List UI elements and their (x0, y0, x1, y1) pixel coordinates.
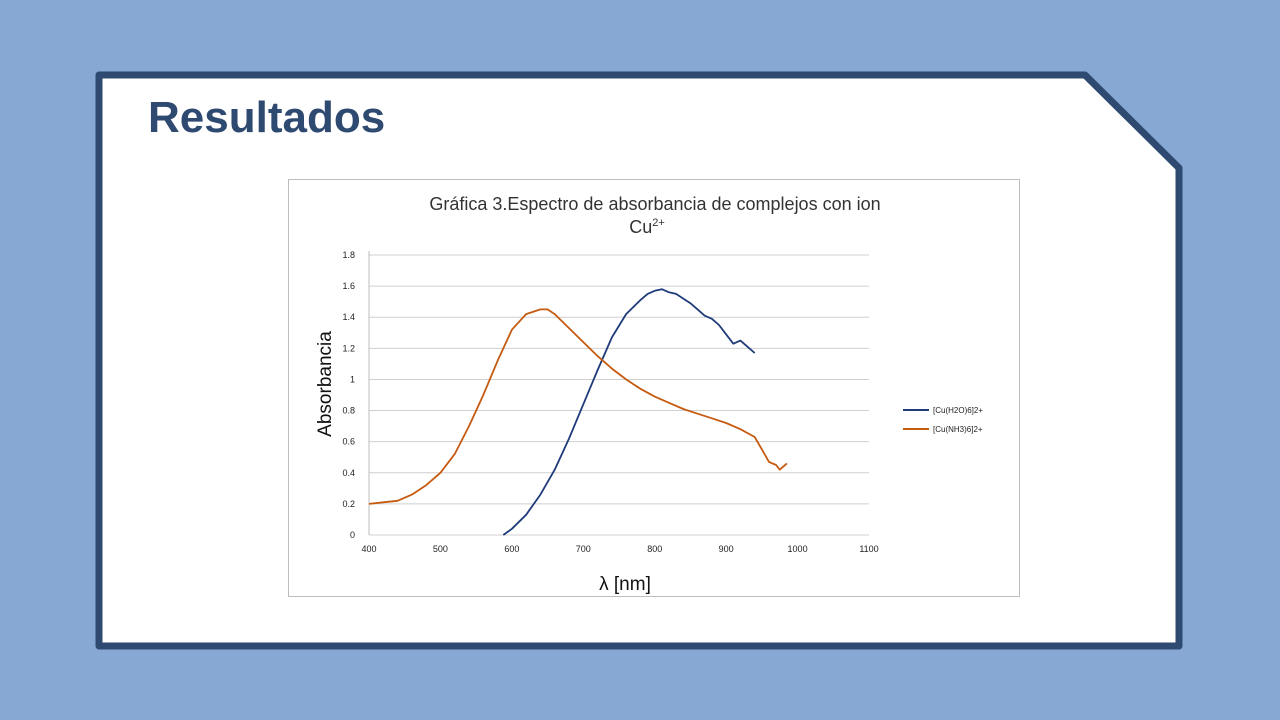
absorbance-chart: Gráfica 3.Espectro de absorbancia de com… (315, 194, 983, 595)
series-line (368, 308, 788, 505)
y-tick-label: 0.6 (342, 437, 355, 447)
chart-title-charge: 2+ (652, 217, 665, 229)
series-line (502, 288, 756, 536)
legend: [Cu(H2O)6]2+ [Cu(NH3)6]2+ (903, 406, 983, 434)
tick-labels: 0 0.2 0.4 0.6 0.8 1 1.2 1.4 1.6 1.8 400 500 600 700 80… (342, 250, 878, 554)
x-tick-label: 1100 (859, 544, 878, 554)
legend-label: [Cu(NH3)6]2+ (933, 425, 983, 434)
x-tick-label: 400 (361, 544, 376, 554)
y-tick-label: 1.8 (342, 250, 355, 260)
y-tick-label: 0.4 (342, 468, 355, 478)
chart-title-line2: Cu2+ (629, 217, 665, 237)
y-tick-label: 1.2 (342, 343, 355, 353)
slide-title: Resultados (148, 93, 386, 142)
y-tick-label: 1.4 (342, 312, 355, 322)
y-tick-label: 0 (350, 530, 355, 540)
y-tick-label: 0.2 (342, 499, 355, 509)
chart-area: Gráfica 3.Espectro de absorbancia de com… (288, 179, 1020, 597)
y-tick-label: 1 (350, 374, 355, 384)
y-tick-label: 1.6 (342, 281, 355, 291)
x-tick-label: 800 (647, 544, 662, 554)
y-tick-label: 0.8 (342, 406, 355, 416)
chart-title-ion: Cu (629, 217, 652, 237)
x-tick-label: 900 (719, 544, 734, 554)
y-axis-title: Absorbancia (315, 331, 336, 437)
series-lines (368, 288, 788, 536)
grid-lines (368, 251, 869, 536)
legend-label: [Cu(H2O)6]2+ (933, 406, 983, 415)
x-tick-label: 1000 (788, 544, 808, 554)
x-tick-label: 600 (504, 544, 519, 554)
chart-title: Gráfica 3.Espectro de absorbancia de com… (429, 194, 880, 214)
x-axis-title: λ [nm] (599, 574, 651, 595)
x-tick-label: 500 (433, 544, 448, 554)
x-tick-label: 700 (576, 544, 591, 554)
